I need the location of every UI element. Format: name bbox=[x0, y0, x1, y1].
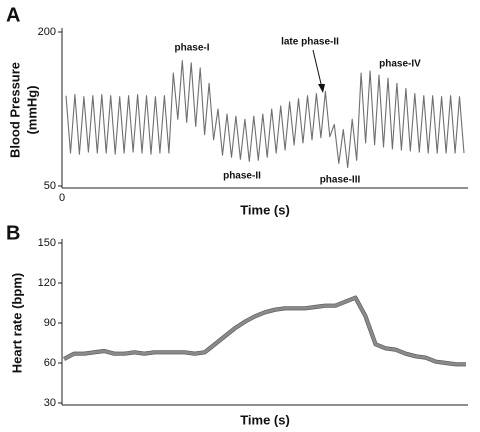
y-tick-label: 150 bbox=[38, 237, 56, 249]
y-axis-label: Heart rate (bpm) bbox=[9, 273, 24, 373]
y-axis-unit: (mmHg) bbox=[24, 85, 39, 134]
y-tick-label: 200 bbox=[38, 26, 56, 38]
y-tick-label: 30 bbox=[44, 397, 56, 409]
x-start-label: 0 bbox=[59, 192, 65, 204]
annotation: late phase-II bbox=[281, 37, 339, 48]
annotation: phase-IV bbox=[379, 59, 421, 70]
arrow bbox=[312, 49, 323, 89]
y-tick-label: 50 bbox=[44, 180, 56, 192]
data-line bbox=[63, 296, 466, 366]
y-axis-label: Blood Pressure bbox=[7, 62, 22, 158]
y-tick-label: 60 bbox=[44, 357, 56, 369]
annotation: phase-II bbox=[223, 171, 261, 182]
x-axis-label: Time (s) bbox=[240, 412, 290, 427]
y-tick-label: 120 bbox=[38, 277, 56, 289]
data-line bbox=[65, 60, 465, 169]
y-tick-label: 90 bbox=[44, 317, 56, 329]
annotation: phase-III bbox=[320, 175, 361, 186]
arrow-head bbox=[318, 84, 325, 93]
panel-letter: A bbox=[6, 4, 20, 26]
x-axis-label: Time (s) bbox=[240, 202, 290, 217]
annotation: phase-I bbox=[174, 43, 209, 54]
panel-letter: B bbox=[6, 222, 20, 244]
